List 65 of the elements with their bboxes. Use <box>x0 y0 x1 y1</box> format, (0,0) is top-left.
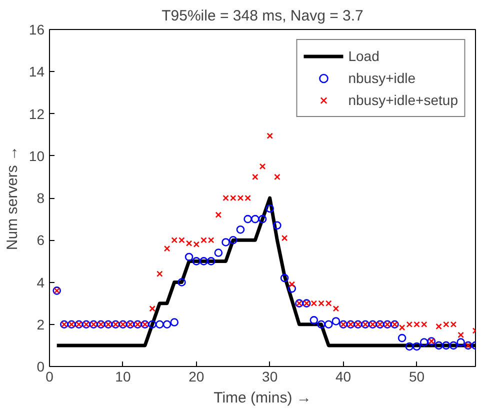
point <box>266 132 273 139</box>
point <box>288 284 296 293</box>
y-tick-label: 2 <box>36 316 45 332</box>
point <box>332 317 340 326</box>
point <box>251 214 260 224</box>
point <box>214 248 223 257</box>
x-tick-label: 40 <box>336 368 352 384</box>
point <box>259 163 266 170</box>
point <box>449 341 458 350</box>
point <box>288 281 296 288</box>
point <box>148 320 156 329</box>
point <box>456 338 465 346</box>
point <box>162 320 172 329</box>
legend-label: Load <box>348 48 380 64</box>
x-tick-label: 10 <box>115 368 131 384</box>
point <box>280 274 289 282</box>
point <box>324 320 333 329</box>
x-tick-label: 50 <box>408 368 425 384</box>
point <box>200 257 208 266</box>
point <box>266 204 274 213</box>
point <box>236 225 245 234</box>
point <box>405 342 414 351</box>
point <box>458 332 464 338</box>
point <box>412 342 421 351</box>
y-tick-label: 14 <box>28 64 45 80</box>
y-tick-label: 12 <box>28 106 45 122</box>
point <box>184 252 194 262</box>
y-tick-label: 10 <box>28 148 45 164</box>
chart-title: T95%ile = 348 ms, Navg = 3.7 <box>162 8 364 24</box>
point <box>281 234 288 242</box>
point <box>206 257 216 266</box>
point <box>317 320 326 329</box>
point <box>442 341 450 350</box>
y-tick-label: 6 <box>36 232 45 248</box>
point <box>170 318 179 326</box>
x-tick-label: 20 <box>188 368 204 384</box>
point <box>192 257 201 266</box>
y-tick-label: 0 <box>36 358 45 374</box>
point <box>258 214 267 224</box>
point <box>156 270 163 277</box>
x-tick-label: 30 <box>262 368 278 384</box>
point <box>178 278 186 286</box>
point <box>156 320 164 329</box>
point <box>273 221 282 230</box>
point <box>252 174 258 180</box>
point <box>228 236 238 244</box>
point <box>215 212 222 218</box>
y-axis-title: Num servers → <box>4 146 21 250</box>
legend-label: nbusy+idle <box>348 70 416 86</box>
point <box>434 341 443 350</box>
point <box>164 245 170 252</box>
point <box>274 174 280 180</box>
point <box>222 238 230 246</box>
y-tick-label: 4 <box>36 274 45 290</box>
y-tick-label: 8 <box>36 190 45 206</box>
point <box>398 334 406 342</box>
point <box>398 324 406 331</box>
legend-label: nbusy+idle+setup <box>348 92 458 108</box>
point <box>420 338 428 346</box>
y-tick-label: 16 <box>28 22 45 38</box>
x-axis-title: Time (mins) → <box>214 390 312 406</box>
point <box>332 305 340 312</box>
point <box>310 316 318 324</box>
point <box>149 305 156 312</box>
point <box>244 214 252 224</box>
